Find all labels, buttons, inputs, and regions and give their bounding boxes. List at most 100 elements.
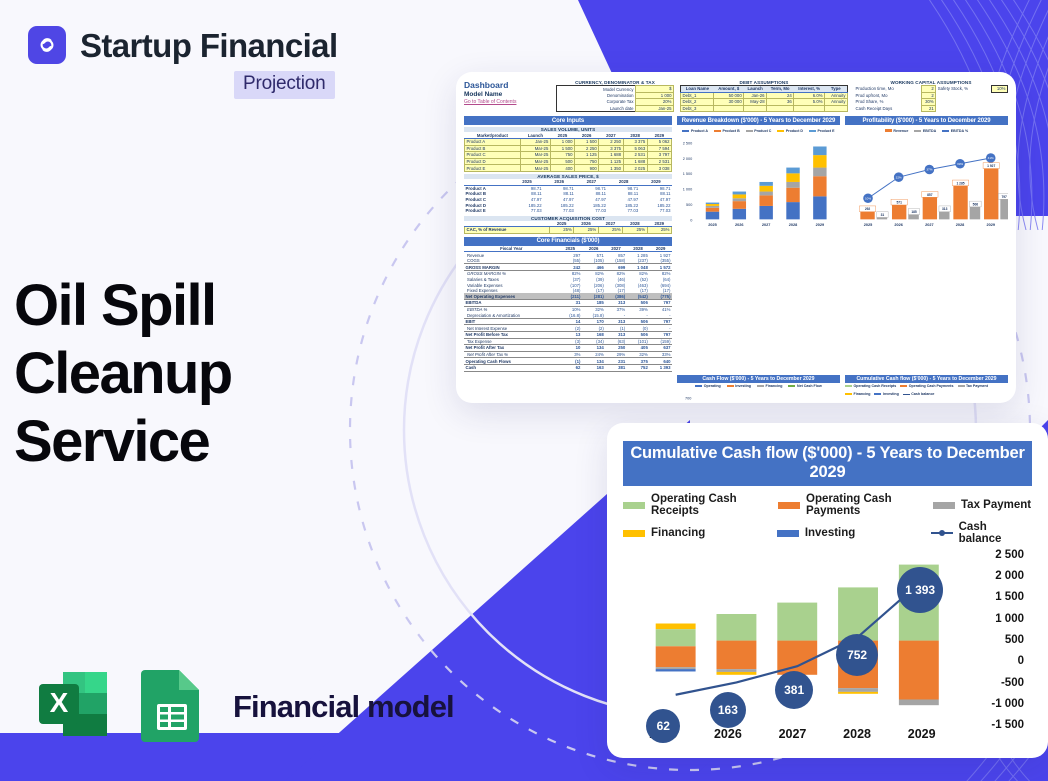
row-value: 313 — [605, 317, 627, 326]
row-value: (64) — [662, 276, 671, 282]
row-value: 3% — [574, 352, 581, 358]
revenue-legend: Product A Product B Product C Product D … — [677, 129, 840, 133]
row-value: 242 — [558, 263, 582, 272]
table-row: Cash 62 163 381 752 1 393 — [464, 363, 672, 372]
svg-text:X: X — [50, 687, 69, 718]
row-label: Net Interest Expense — [467, 325, 508, 331]
row-label: Net Profit After Tax % — [467, 352, 508, 358]
dashboard-preview-card[interactable]: Dashboard Model Name Go to Table of Cont… — [456, 72, 1016, 403]
row-label: COGS — [467, 258, 480, 264]
row-value: (206) — [593, 282, 604, 288]
svg-text:1 500: 1 500 — [683, 172, 693, 176]
mini-chart-profitability: Revenue EBITDA EBITDA % — [845, 127, 1011, 371]
svg-text:797: 797 — [1001, 195, 1007, 199]
google-sheets-icon — [135, 664, 211, 749]
wc-section-title: WORKING CAPITAL ASSUMPTIONS — [890, 80, 972, 85]
svg-text:700: 700 — [685, 397, 691, 401]
svg-text:2027: 2027 — [925, 223, 934, 227]
debt-section-title: DEBT ASSUMPTIONS — [739, 80, 789, 85]
brand-header: Startup Financial Projection — [28, 26, 338, 99]
table-row: Net Operating Expenses (211) (281) (386) (54… — [464, 293, 672, 300]
cash-balance-node-2027: 381 — [775, 671, 814, 710]
row-value: - — [669, 312, 671, 318]
row-value: 506 — [626, 317, 650, 326]
row-value: (107) — [570, 282, 581, 288]
row-value: 313 — [605, 331, 627, 339]
x-label-2026: 2026 — [713, 727, 742, 741]
legend-item-financing: Financing — [623, 521, 777, 545]
svg-text:2029: 2029 — [816, 223, 825, 227]
mini-chart-revenue-breakdown: Product A Product B Product C Product D … — [677, 127, 840, 371]
row-value: 134 — [581, 357, 606, 365]
row-label: Net Profit Before Tax — [464, 331, 559, 339]
svg-text:2025: 2025 — [708, 223, 717, 227]
row-value: 10 — [558, 344, 582, 352]
x-label-2029: 2029 — [907, 727, 936, 741]
dashboard-screenshot: Dashboard Model Name Go to Table of Cont… — [456, 72, 1016, 403]
cumulative-band: Cumulative Cash flow ($'000) - 5 Years t… — [845, 374, 1008, 383]
table-row: Variable Expenses (107) (206) (308) (463) (69… — [464, 282, 672, 288]
row-label: EBITDA % — [467, 306, 488, 312]
svg-text:857: 857 — [927, 193, 933, 197]
row-value: 41% — [661, 306, 671, 312]
row-value: (63) — [617, 338, 626, 344]
legend-item-operating-cash-receipts: Operating Cash Receipts — [623, 493, 778, 517]
row-label: Net Operating Expenses — [464, 293, 559, 300]
format-badges: X Financial model — [33, 664, 455, 749]
row-value: 699 — [605, 263, 627, 272]
row-value: (0) — [642, 325, 648, 331]
row-value: 32% — [595, 306, 604, 312]
row-value: 381 — [605, 363, 627, 372]
toc-link[interactable]: Go to Table of Contents — [464, 99, 517, 105]
table-row: Net Profit After Tax % 3% 24% 29% 32% 33% — [464, 351, 672, 358]
row-value: 82% — [595, 271, 604, 277]
average-price-table: 2025 2026 2027 2028 2029 Product A 98.71 98.71… — [464, 178, 672, 214]
row-value: 640 — [649, 357, 672, 365]
row-label: Depreciation & Amortization — [467, 312, 521, 318]
footer-label: Financial model — [233, 688, 455, 724]
cash-balance-node-2028: 752 — [836, 634, 879, 676]
cash-balance-node-2026: 163 — [709, 691, 746, 728]
table-row: Operating Cash Flows (1) 134 231 375 640 — [464, 357, 672, 365]
row-label: GROSS MARGIN % — [467, 271, 506, 277]
svg-text:571: 571 — [896, 200, 902, 204]
dashboard-model-name: Model Name — [464, 91, 503, 98]
headline-line-2: Cleanup — [14, 340, 233, 406]
svg-text:500: 500 — [686, 203, 692, 207]
row-value: (39) — [596, 276, 604, 282]
table-row: GROSS MARGIN 242 466 699 1 048 1 572 — [464, 263, 672, 272]
row-value: 39% — [639, 306, 648, 312]
row-value: 10% — [571, 306, 581, 312]
legend-item-investing: Investing — [776, 521, 931, 545]
cumulative-cashflow-card[interactable]: Cumulative Cash flow ($'000) - 5 Years t… — [607, 423, 1048, 758]
chart-plot-area: 62 163 381 752 1 393 2 500 2 000 1 500 1… — [623, 549, 1032, 753]
row-value: 857 — [618, 252, 626, 258]
row-value: 134 — [581, 344, 606, 352]
row-value: 466 — [581, 263, 606, 272]
revenue-breakdown-band: Revenue Breakdown ($'000) - 5 Years to D… — [677, 116, 840, 126]
row-value: (1) — [619, 325, 626, 331]
svg-text:292: 292 — [865, 207, 871, 211]
row-label: EBITDA — [464, 299, 559, 307]
page-title: Oil Spill Cleanup Service — [14, 272, 233, 476]
row-label: Salaries & Taxes — [467, 276, 499, 282]
row-value: 33% — [661, 352, 671, 358]
svg-text:2029: 2029 — [986, 223, 995, 227]
row-value: 82% — [616, 271, 626, 277]
svg-text:41%: 41% — [988, 156, 994, 160]
cash-balance-node-2029: 1 393 — [897, 567, 944, 614]
svg-text:31: 31 — [881, 213, 885, 217]
svg-text:0: 0 — [690, 218, 692, 222]
row-value: 506 — [626, 299, 650, 307]
row-value: (17) — [662, 288, 671, 294]
row-label: Variable Expenses — [467, 282, 503, 288]
row-value: 13 — [558, 331, 582, 339]
svg-text:1 000: 1 000 — [683, 187, 693, 191]
x-label-2027: 2027 — [778, 727, 807, 741]
row-value: (17) — [617, 288, 626, 294]
row-value: 752 — [626, 363, 650, 372]
row-value: (355) — [660, 258, 671, 264]
row-value: (48) — [572, 288, 581, 294]
row-label: Operating Cash Flows — [464, 357, 559, 365]
headline-line-1: Oil Spill — [14, 273, 217, 338]
